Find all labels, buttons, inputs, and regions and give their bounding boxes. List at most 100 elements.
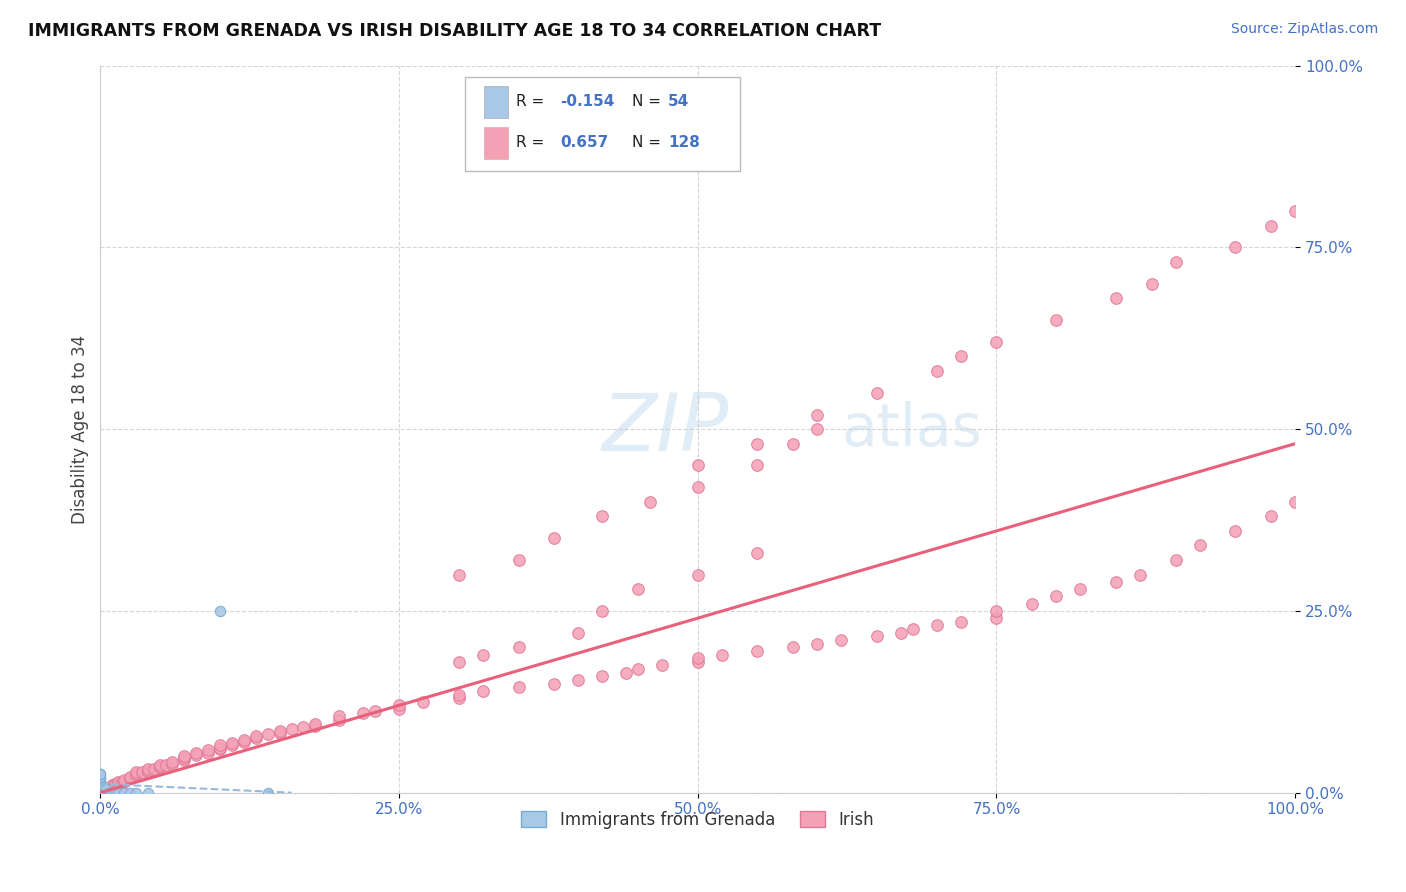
Point [104, 778, 127, 792]
Point [101, 778, 124, 792]
Point [388, 702, 411, 716]
Point [89, 786, 111, 800]
Point [89, 786, 111, 800]
Point [89, 786, 111, 800]
Point [686, 655, 709, 669]
Point [591, 669, 613, 683]
Point [986, 611, 1008, 625]
Point [949, 350, 972, 364]
Point [89, 774, 111, 789]
Point [1069, 582, 1091, 596]
Point [627, 582, 650, 596]
Point [232, 735, 254, 749]
Point [747, 436, 769, 450]
Point [155, 758, 177, 772]
Text: Source: ZipAtlas.com: Source: ZipAtlas.com [1230, 22, 1378, 37]
Point [328, 709, 350, 723]
Point [1260, 219, 1282, 233]
Point [89, 786, 111, 800]
Point [89, 786, 111, 800]
Point [280, 722, 302, 736]
Point [567, 673, 589, 687]
Point [364, 704, 387, 718]
Point [1164, 255, 1187, 269]
Point [1225, 240, 1247, 254]
Point [89, 778, 111, 792]
Text: N =: N = [633, 136, 661, 151]
Point [89, 786, 111, 800]
Point [89, 770, 111, 784]
Point [107, 774, 129, 789]
Point [120, 770, 142, 784]
Point [104, 786, 127, 800]
Point [292, 720, 315, 734]
Point [747, 644, 769, 658]
Point [125, 786, 148, 800]
Point [651, 658, 673, 673]
Point [89, 786, 111, 800]
Point [93, 786, 115, 800]
Point [143, 763, 166, 777]
Point [120, 786, 142, 800]
Point [89, 786, 111, 800]
Point [949, 615, 972, 629]
Point [747, 458, 769, 473]
Point [89, 774, 111, 789]
Point [136, 764, 159, 778]
Point [89, 778, 111, 792]
Point [89, 786, 111, 800]
FancyBboxPatch shape [484, 86, 508, 118]
Point [125, 767, 148, 781]
Point [543, 676, 565, 690]
Point [89, 786, 111, 800]
Point [149, 760, 172, 774]
Point [447, 688, 470, 702]
Point [567, 625, 589, 640]
Point [447, 691, 470, 706]
Point [388, 698, 411, 713]
Point [197, 746, 219, 760]
Point [256, 786, 278, 800]
Point [508, 640, 530, 655]
Legend: Immigrants from Grenada, Irish: Immigrants from Grenada, Irish [515, 804, 880, 835]
Point [986, 604, 1008, 618]
Point [1129, 567, 1152, 582]
Point [89, 782, 111, 797]
Point [710, 648, 733, 662]
Point [304, 719, 326, 733]
Point [89, 786, 111, 800]
Point [96, 782, 118, 797]
Point [925, 618, 948, 632]
Point [986, 334, 1008, 349]
Point [591, 604, 613, 618]
Point [1284, 204, 1306, 219]
Point [221, 736, 243, 750]
Y-axis label: Disability Age 18 to 34: Disability Age 18 to 34 [72, 334, 89, 524]
Point [149, 760, 172, 774]
Point [806, 422, 828, 436]
Point [925, 364, 948, 378]
Point [98, 786, 121, 800]
Point [136, 764, 159, 778]
Point [269, 723, 291, 738]
Point [89, 786, 111, 800]
Point [101, 780, 124, 794]
Point [131, 765, 153, 780]
Point [120, 771, 142, 785]
Point [89, 780, 111, 794]
Point [1225, 524, 1247, 538]
Point [256, 727, 278, 741]
Text: 128: 128 [668, 136, 700, 151]
Text: ZIP: ZIP [602, 390, 730, 468]
Point [1188, 538, 1211, 552]
Point [136, 786, 159, 800]
Point [107, 786, 129, 800]
Text: 54: 54 [668, 94, 689, 109]
Text: atlas: atlas [841, 401, 983, 458]
Point [125, 765, 148, 780]
Point [830, 632, 852, 647]
Point [1045, 313, 1067, 327]
Text: R =: R = [516, 136, 544, 151]
Point [101, 786, 124, 800]
Point [208, 739, 231, 753]
